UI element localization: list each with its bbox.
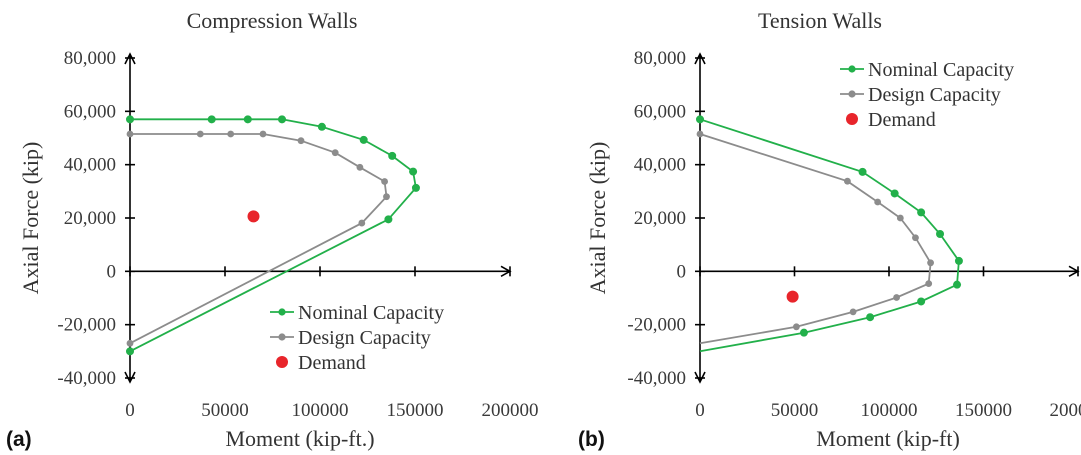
legend-label: Nominal Capacity [868,59,1014,81]
x-tick-label: 0 [125,400,135,421]
data-point-design-capacity [227,130,235,138]
panel-compression-walls: Compression Walls (a) -40,000 -20,000 0 20,00… [6,8,539,451]
y-tick-label: 60,000 [64,101,116,122]
x-tick-label: 50000 [201,400,249,421]
y-tick-label: 20,000 [634,208,686,229]
y-tick-label: -40,000 [57,368,116,389]
data-point-nominal-capacity [936,230,945,238]
data-point-demand [247,210,260,223]
y-axis-arrow-top [694,52,706,65]
y-axis-arrow-top [124,52,136,65]
data-point-design-capacity [381,178,388,185]
data-point-nominal-capacity [954,256,963,265]
legend-label: Nominal Capacity [298,302,444,324]
data-point-nominal-capacity [953,280,962,289]
legend-marker-2 [846,113,858,125]
y-tick-label: 0 [677,261,687,282]
x-tick-label: 100000 [292,400,349,421]
legend-label: Demand [298,352,366,374]
data-point-nominal-capacity [317,122,326,131]
data-point-design-capacity [297,137,305,145]
x-tick-label: 50000 [771,400,819,421]
data-point-design-capacity [356,163,364,171]
data-point-nominal-capacity [409,167,418,176]
y-tick-label: 0 [107,261,117,282]
data-point-design-capacity [792,323,800,331]
x-tick-label: 200000 [1050,400,1081,421]
y-axis-label: Axial Force (kip) [585,142,610,295]
x-tick-label: 150000 [955,400,1012,421]
data-point-nominal-capacity [866,313,875,322]
y-tick-label: 80,000 [64,48,116,69]
data-point-nominal-capacity [359,135,368,144]
data-point-nominal-capacity [858,167,867,176]
data-point-design-capacity [844,177,851,185]
x-tick-label: 0 [695,400,705,421]
y-tick-label: -20,000 [627,315,686,336]
panel-tension-walls: Tension Walls (b) -40,000 -20,000 0 20,000 40,… [578,8,1081,451]
y-tick-label: -20,000 [57,315,116,336]
y-axis-arrow-bottom [694,371,706,384]
chart-title: Compression Walls [187,8,358,33]
data-point-design-capacity [912,234,919,242]
legend-marker-0 [278,308,286,316]
data-point-nominal-capacity [126,115,134,124]
data-point-nominal-capacity [917,297,926,306]
legend-marker-2 [276,356,288,368]
data-point-nominal-capacity [890,189,899,198]
data-point-nominal-capacity [411,183,420,192]
data-point-demand [786,290,799,303]
y-tick-label: 20,000 [64,208,116,229]
data-point-design-capacity [927,259,934,267]
series-line-design-capacity [699,133,932,345]
legend-label: Design Capacity [298,327,431,349]
data-point-design-capacity [925,280,933,287]
data-point-nominal-capacity [388,151,397,160]
data-point-nominal-capacity [207,115,216,124]
data-point-design-capacity [126,130,134,138]
y-tick-label: 60,000 [634,101,686,122]
data-point-design-capacity [849,308,857,316]
data-point-design-capacity [383,193,390,201]
legend-label: Demand [868,109,936,131]
x-tick-label: 150000 [387,400,444,421]
data-point-design-capacity [331,149,339,157]
legend-marker-1 [848,90,856,98]
data-point-design-capacity [358,219,366,227]
data-point-design-capacity [696,130,704,138]
y-tick-label: -40,000 [627,368,686,389]
data-point-design-capacity [126,339,134,347]
panel-label: (a) [6,428,32,451]
data-point-nominal-capacity [384,215,393,224]
data-point-nominal-capacity [243,115,252,124]
data-point-nominal-capacity [917,208,926,217]
y-tick-label: 80,000 [634,48,686,69]
x-tick-label: 200000 [482,400,539,421]
x-axis-label: Moment (kip-ft) [816,426,960,451]
y-tick-label: 40,000 [634,155,686,176]
data-point-design-capacity [196,130,204,138]
data-point-nominal-capacity [696,115,704,124]
x-tick-label: 100000 [861,400,918,421]
data-point-nominal-capacity [278,115,286,124]
series-line-nominal-capacity [699,118,960,353]
x-axis-label: Moment (kip-ft.) [225,426,374,451]
legend-marker-0 [848,65,856,73]
y-axis-arrow-bottom [124,371,136,384]
data-point-design-capacity [259,130,267,138]
y-tick-label: 40,000 [64,155,116,176]
data-point-nominal-capacity [799,328,808,337]
data-point-design-capacity [896,214,904,222]
data-point-design-capacity [874,198,882,206]
y-axis-label: Axial Force (kip) [18,142,43,295]
legend: Nominal Capacity Design Capacity Demand [840,59,1014,131]
data-point-design-capacity [893,294,900,301]
panel-label: (b) [578,428,605,451]
legend: Nominal Capacity Design Capacity Demand [270,302,444,374]
legend-label: Design Capacity [868,84,1001,106]
chart-title: Tension Walls [758,8,882,33]
data-point-nominal-capacity [126,347,134,356]
legend-marker-1 [278,333,286,341]
